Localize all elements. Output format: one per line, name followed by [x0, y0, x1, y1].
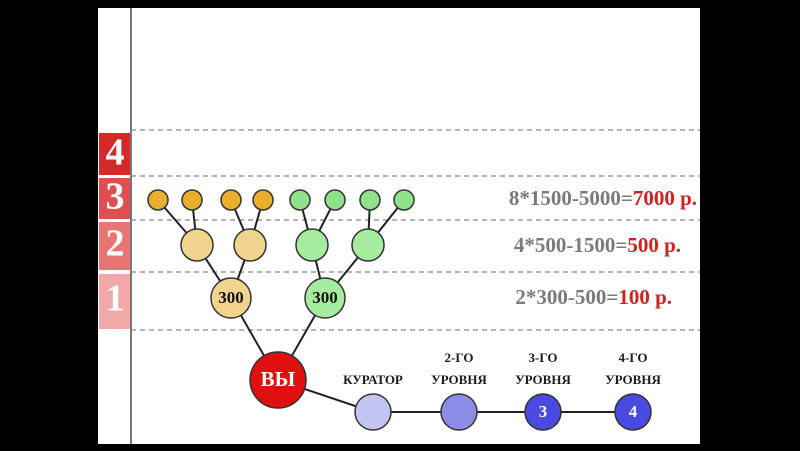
chain-label: 3-ГО	[529, 350, 558, 365]
formula: 2*300-500=	[515, 285, 618, 309]
level-number: 2	[106, 223, 125, 265]
node	[295, 228, 329, 262]
level-box	[99, 274, 130, 329]
chain-node	[614, 393, 652, 431]
node	[324, 189, 346, 211]
level-box	[99, 178, 130, 219]
level-number: 1	[106, 278, 125, 320]
chain-label: УРОВНЯ	[515, 372, 571, 387]
result: 100 р.	[618, 285, 672, 309]
node	[210, 277, 252, 319]
level-box	[99, 222, 130, 270]
chain-label: УРОВНЯ	[605, 372, 661, 387]
node-label: 3	[539, 402, 548, 421]
chain-node	[440, 393, 478, 431]
canvas	[98, 8, 700, 444]
node	[233, 228, 267, 262]
level-box	[99, 133, 130, 175]
formula: 4*500-1500=	[514, 233, 627, 257]
chain-label: 2-ГО	[445, 350, 474, 365]
level-number: 4	[106, 132, 125, 174]
result: 500 р.	[627, 233, 681, 257]
node-label: 300	[218, 288, 244, 307]
node	[180, 228, 214, 262]
chain-node	[524, 393, 562, 431]
chain-label: 4-ГО	[619, 350, 648, 365]
chain-label: КУРАТОР	[343, 372, 403, 387]
level-number: 3	[106, 176, 125, 218]
row-text: 2*300-500=100 р.	[515, 285, 672, 309]
row-text: 8*1500-5000=7000 р.	[509, 186, 697, 210]
node	[351, 228, 385, 262]
root-label: ВЫ	[261, 367, 296, 391]
node	[304, 277, 346, 319]
dashes	[131, 129, 700, 331]
node	[252, 189, 274, 211]
row-text: 4*500-1500=500 р.	[514, 233, 681, 257]
node	[393, 189, 415, 211]
node-label: 4	[629, 402, 638, 421]
node-label: 300	[312, 288, 338, 307]
chain-node	[354, 393, 392, 431]
node	[147, 189, 169, 211]
chain-label: УРОВНЯ	[431, 372, 487, 387]
root-node	[249, 351, 307, 409]
node	[289, 189, 311, 211]
result: 7000 р.	[633, 186, 697, 210]
formula: 8*1500-5000=	[509, 186, 633, 210]
node	[220, 189, 242, 211]
tree-nodes	[147, 189, 652, 431]
node	[181, 189, 203, 211]
node	[359, 189, 381, 211]
